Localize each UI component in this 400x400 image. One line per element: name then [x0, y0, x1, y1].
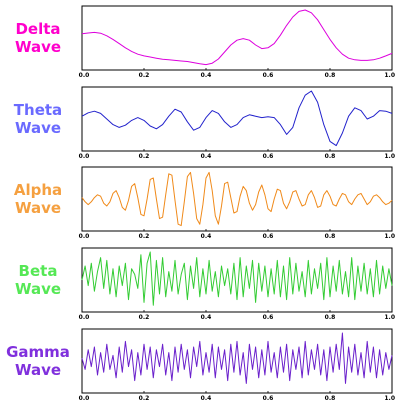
alpha-wave-label-line: Wave: [14, 199, 62, 217]
theta-wave-label-line: Theta: [13, 101, 63, 119]
beta-x-tick-label: 0.8: [325, 314, 336, 321]
theta-x-tick-label: 1.0: [384, 153, 395, 160]
gamma-wave-line: [81, 332, 393, 384]
delta-wave-label-line: Delta: [15, 20, 61, 38]
alpha-x-tick-label: 0.6: [263, 233, 274, 240]
beta-wave-frame: [81, 247, 393, 313]
alpha-x-tick-label: 0.0: [79, 233, 90, 240]
alpha-wave-frame: [81, 166, 393, 232]
alpha-x-tick-label: 0.4: [201, 233, 212, 240]
delta-x-tick-label: 0.8: [325, 72, 336, 79]
delta-x-tick-label: 0.0: [79, 72, 90, 79]
theta-wave-frame: [81, 86, 393, 152]
gamma-wave-label-line: Wave: [14, 361, 62, 379]
beta-x-tick-label: 0.4: [201, 314, 212, 321]
beta-wave-label-line: Wave: [14, 280, 62, 298]
gamma-x-tick-label: 0.6: [263, 395, 274, 400]
theta-x-tick-label: 0.4: [201, 153, 212, 160]
gamma-wave-panel: 0.0 0.2 0.4 0.6 0.8 1.0: [79, 328, 395, 400]
delta-x-tick-label: 0.6: [263, 72, 274, 79]
gamma-x-tick-label: 0.0: [79, 395, 90, 400]
gamma-x-tick-label: 0.8: [325, 395, 336, 400]
gamma-wave-label-line: Gamma: [6, 343, 70, 361]
theta-x-tick-label: 0.6: [263, 153, 274, 160]
alpha-wave-label: Alpha Wave: [0, 181, 76, 217]
delta-wave-label: Delta Wave: [0, 20, 76, 56]
gamma-wave-label: Gamma Wave: [0, 343, 76, 379]
beta-x-tick-label: 0.2: [139, 314, 150, 321]
alpha-wave-line: [81, 171, 393, 227]
theta-x-tick-label: 0.2: [139, 153, 150, 160]
alpha-x-tick-label: 0.8: [325, 233, 336, 240]
delta-x-tick-label: 1.0: [384, 72, 395, 79]
beta-x-tick-label: 0.6: [263, 314, 274, 321]
delta-x-tick-label: 0.4: [201, 72, 212, 79]
theta-wave-label-line: Wave: [14, 119, 62, 137]
delta-x-tick-label: 0.2: [139, 72, 150, 79]
delta-wave-line: [81, 9, 393, 66]
beta-wave-label: Beta Wave: [0, 262, 76, 298]
gamma-x-tick-label: 0.4: [201, 395, 212, 400]
alpha-wave-panel: 0.0 0.2 0.4 0.6 0.8 1.0: [79, 166, 395, 240]
theta-x-tick-label: 0.0: [79, 153, 90, 160]
beta-wave-panel: 0.0 0.2 0.4 0.6 0.8 1.0: [79, 247, 395, 321]
alpha-x-tick-label: 1.0: [384, 233, 395, 240]
gamma-x-tick-label: 0.2: [139, 395, 150, 400]
theta-wave-panel: 0.0 0.2 0.4 0.6 0.8 1.0: [79, 86, 395, 160]
beta-wave-line: [81, 251, 393, 306]
theta-wave-label: Theta Wave: [0, 101, 76, 137]
beta-x-tick-label: 1.0: [384, 314, 395, 321]
theta-wave-line: [81, 90, 393, 147]
alpha-x-tick-label: 0.2: [139, 233, 150, 240]
theta-x-tick-label: 0.8: [325, 153, 336, 160]
delta-wave-frame: [81, 5, 393, 71]
beta-wave-label-line: Beta: [18, 262, 58, 280]
alpha-wave-label-line: Alpha: [13, 181, 63, 199]
beta-x-tick-label: 0.0: [79, 314, 90, 321]
delta-wave-label-line: Wave: [14, 38, 62, 56]
delta-wave-panel: 0.0 0.2 0.4 0.6 0.8 1.0: [79, 5, 395, 79]
gamma-wave-frame: [81, 328, 393, 394]
gamma-x-tick-label: 1.0: [384, 395, 395, 400]
